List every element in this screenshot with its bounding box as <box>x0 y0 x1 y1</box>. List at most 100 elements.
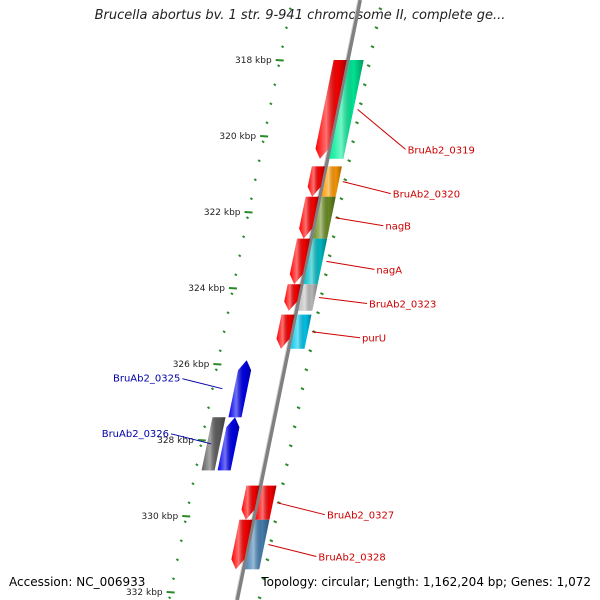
gene-label-purU[interactable]: purU <box>362 334 386 345</box>
track-dot <box>316 311 320 315</box>
cds-arrow-BruAb2_0319-shading <box>315 60 347 159</box>
track-dot <box>296 406 301 410</box>
cds-arrow-BruAb2_0320-shading <box>307 166 325 197</box>
tick-label: 330 kbp <box>142 512 179 522</box>
scale-dot <box>257 159 261 163</box>
scale-dot <box>222 330 226 334</box>
cds-arrow-nagA-shading <box>289 238 311 285</box>
tick-mark <box>197 439 206 442</box>
gene-block-purU-shading <box>290 314 312 349</box>
cds-arrow-nagB-shading <box>299 196 319 239</box>
track-dot <box>292 425 297 429</box>
cds-arrow-BruAb2_0328-shading <box>231 519 253 570</box>
track-dot <box>370 45 375 49</box>
track-dot <box>300 387 305 391</box>
track-dot <box>308 349 313 353</box>
track-dot <box>366 64 371 68</box>
scale-dot <box>277 64 281 68</box>
tick-label: 326 kbp <box>173 360 210 370</box>
gene-block-nagB-shading <box>313 196 336 239</box>
track-dot <box>351 140 356 144</box>
scale-dot <box>261 140 265 144</box>
gene-label-BruAb2_0323[interactable]: BruAb2_0323 <box>369 300 436 311</box>
tick-layer: 318 kbp 320 kbp 322 kbp 324 kbp 326 kbp 328 k… <box>126 56 284 598</box>
cds-arrow-BruAb2_0323-shading <box>284 284 301 311</box>
scale-dot <box>171 577 176 581</box>
label-leader-BruAb2_0323 <box>318 297 368 304</box>
tick-mark <box>244 211 253 214</box>
label-leader-BruAb2_0327 <box>276 502 326 516</box>
summary-text: Topology: circular; Length: 1,162,204 bp… <box>261 575 591 589</box>
gene-label-BruAb2_0327[interactable]: BruAb2_0327 <box>327 511 394 522</box>
label-leader-BruAb2_0320 <box>342 181 391 195</box>
scale-dot <box>214 368 218 372</box>
label-leader-nagA <box>326 260 375 270</box>
tick-mark <box>228 287 238 290</box>
scale-dot <box>230 292 234 296</box>
gene-block-BruAb2_0320-shading <box>321 166 342 197</box>
track-dot <box>355 121 359 125</box>
track-dot <box>319 292 324 296</box>
scale-dot <box>284 26 289 30</box>
tick-mark <box>213 363 222 366</box>
genome-backbone <box>235 0 362 600</box>
track-dot <box>378 7 383 11</box>
scale-dot <box>179 539 183 543</box>
tick-label: 328 kbp <box>157 436 194 446</box>
gene-label-BruAb2_0328[interactable]: BruAb2_0328 <box>318 553 385 564</box>
cds-arrow-BruAb2_0327-shading <box>241 485 260 520</box>
gene-label-BruAb2_0319[interactable]: BruAb2_0319 <box>408 145 475 156</box>
gene-label-BruAb2_0320[interactable]: BruAb2_0320 <box>393 190 460 201</box>
scale-dot <box>175 558 180 562</box>
scale-dot <box>269 102 273 106</box>
track-dot <box>269 539 274 543</box>
scale-dot <box>238 254 242 258</box>
scale-dot <box>265 121 269 125</box>
gene-label-layer: BruAb2_0319 BruAb2_0320 nagB nagA BruAb2_032… <box>102 109 475 564</box>
track-dot <box>304 368 309 372</box>
gene-block-BruAb2_0327-shading <box>255 485 277 520</box>
track-dot <box>327 254 332 258</box>
tick-label: 324 kbp <box>188 284 225 294</box>
scale-dot <box>168 596 172 600</box>
track-dot <box>339 197 344 201</box>
track-dot <box>257 596 262 600</box>
track-dot <box>288 444 293 448</box>
scale-dot <box>206 406 211 410</box>
track-dot <box>273 520 278 524</box>
scale-dot <box>187 501 191 505</box>
scale-dot <box>245 216 250 220</box>
gene-block-BruAb2_0319-shading <box>329 60 364 159</box>
track-dot <box>374 26 379 30</box>
tick-label: 320 kbp <box>219 132 256 142</box>
label-leader-BruAb2_0319 <box>357 109 406 150</box>
label-leader-BruAb2_0325 <box>182 378 223 390</box>
cds-arrow-BruAb2_0326-shading <box>217 417 240 471</box>
track-dot <box>362 83 367 87</box>
scale-dot <box>234 273 238 277</box>
accession-text: Accession: NC_006933 <box>9 575 146 589</box>
tick-mark <box>275 59 284 62</box>
track-dot <box>323 273 328 277</box>
scale-dot <box>203 425 207 429</box>
scale-dot <box>226 311 230 315</box>
gene-layer <box>201 60 364 570</box>
tick-label: 318 kbp <box>235 56 272 66</box>
gene-block-BruAb2_0328-shading <box>245 519 270 570</box>
map-title: Brucella abortus bv. 1 str. 9-941 chromo… <box>94 8 506 23</box>
gene-label-BruAb2_0326[interactable]: BruAb2_0326 <box>102 429 169 440</box>
label-leader-BruAb2_0326 <box>170 433 212 445</box>
gene-block-nagA-shading <box>303 238 328 285</box>
tick-mark <box>182 515 191 518</box>
gene-label-nagA[interactable]: nagA <box>376 265 402 276</box>
tick-mark <box>260 135 269 138</box>
scale-dot <box>210 387 215 391</box>
scale-dot <box>273 83 277 87</box>
gene-block-BruAb2_0326-shading <box>201 417 226 471</box>
label-leader-BruAb2_0328 <box>268 544 317 557</box>
gene-label-BruAb2_0325[interactable]: BruAb2_0325 <box>113 374 180 385</box>
scale-dot <box>253 178 257 182</box>
scale-dot <box>249 197 254 201</box>
gene-label-nagB[interactable]: nagB <box>385 222 411 233</box>
